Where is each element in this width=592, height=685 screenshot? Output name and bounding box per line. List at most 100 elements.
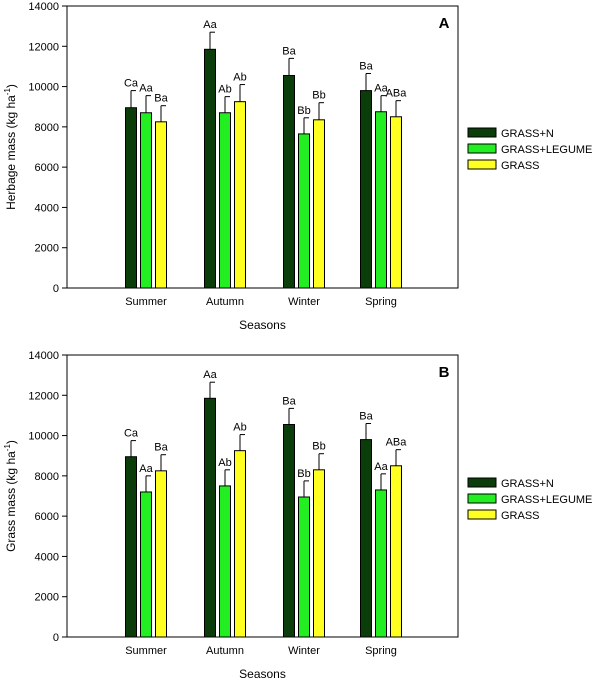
bar [204,397,216,638]
y-tick-label: 14000 [28,1,59,13]
y-axis-label: Grass mass (kg ha-1) [3,440,18,552]
y-tick-label: 10000 [28,431,59,443]
significance-letter: Aa [203,369,217,381]
significance-letter: Ba [282,395,296,407]
plot-frame [66,5,459,289]
legend-swatch [467,127,497,138]
legend-label: GRASS+LEGUME [501,494,592,506]
y-axis-label-close: ) [4,84,18,88]
legend-swatch [467,509,497,520]
y-tick-label: 0 [53,632,59,644]
bar [283,74,295,289]
y-axis-label-text: Grass mass (kg ha [4,451,18,552]
bar [375,111,387,289]
significance-letter: Ab [218,457,231,469]
significance-letter: Bb [312,90,325,102]
significance-letter: ABa [386,88,408,100]
bar [125,107,137,289]
y-axis-label-close: ) [4,440,18,444]
legend-label: GRASS+N [501,478,554,490]
bar [375,489,387,638]
significance-letter: Ba [282,45,296,57]
significance-letter: Aa [374,83,388,95]
significance-letter: Ba [154,93,168,105]
x-tick-label: Summer [125,645,167,657]
bar [140,491,152,638]
legend-label: GRASS+N [501,128,554,140]
bar [155,121,167,289]
y-tick-label: 10000 [28,82,59,94]
bar [283,423,295,638]
bar [313,469,325,638]
y-tick-label: 0 [53,283,59,295]
significance-letter: Ca [124,428,139,440]
y-axis-label-superscript: -1 [3,88,12,96]
significance-letter: Ba [359,60,373,72]
bar [390,465,402,638]
significance-letter: Ab [233,422,246,434]
y-tick-label: 6000 [35,162,59,174]
x-tick-label: Summer [125,296,167,308]
y-axis-label-text: Herbage mass (kg ha [4,95,18,210]
panel-b: 0 2000 4000 6000 8000 10000 12000 14000 Grass ma… [3,350,592,681]
legend: GRASS+N GRASS+LEGUME GRASS [467,477,592,522]
y-tick-label: 4000 [35,551,59,563]
bar [234,450,246,638]
x-tick-label: Autumn [206,296,244,308]
legend-label: GRASS [501,510,540,522]
significance-letter: Ba [154,442,168,454]
bar [234,101,246,289]
y-tick-label: 4000 [35,202,59,214]
significance-letter: Aa [139,83,153,95]
x-axis-label: Seasons [239,667,286,681]
bar [125,456,137,638]
bar [390,116,402,289]
y-tick-label: 12000 [28,390,59,402]
bar [298,133,310,289]
panel-a: 0 2000 4000 6000 8000 10000 12000 14000 Herbage … [3,1,592,332]
y-axis-label: Herbage mass (kg ha-1) [3,84,18,210]
legend-swatch [467,477,497,488]
y-tick-label: 8000 [35,122,59,134]
y-tick-label: 8000 [35,471,59,483]
y-tick-label: 12000 [28,41,59,53]
x-tick-label: Spring [365,645,397,657]
y-tick-label: 2000 [35,592,59,604]
legend-swatch [467,159,497,170]
significance-letter: Ca [124,78,139,90]
significance-letter: Ab [233,72,246,84]
legend-swatch [467,493,497,504]
panel-label: A [439,15,450,32]
bar [219,112,231,289]
significance-letter: Aa [374,461,388,473]
significance-letter: Bb [312,441,325,453]
bar [204,48,216,289]
panel-label: B [439,364,450,381]
bar [360,90,372,289]
y-tick-label: 6000 [35,511,59,523]
bar [155,470,167,638]
bar [298,496,310,638]
significance-letter: Ba [359,410,373,422]
significance-letter: Aa [139,463,153,475]
legend-label: GRASS+LEGUME [501,144,592,156]
y-axis-label-superscript: -1 [3,444,12,452]
y-tick-label: 2000 [35,243,59,255]
x-tick-label: Winter [288,645,320,657]
x-tick-label: Spring [365,296,397,308]
significance-letter: Ab [218,84,231,96]
significance-letter: Bb [297,105,310,117]
y-tick-label: 14000 [28,350,59,362]
legend-swatch [467,143,497,154]
plot-frame [66,354,459,638]
significance-letter: Aa [203,19,217,31]
bar [360,439,372,638]
x-tick-label: Winter [288,296,320,308]
legend: GRASS+N GRASS+LEGUME GRASS [467,127,592,172]
x-axis-label: Seasons [239,318,286,332]
x-tick-label: Autumn [206,645,244,657]
legend-label: GRASS [501,160,540,172]
bar [313,119,325,289]
bar [219,485,231,638]
